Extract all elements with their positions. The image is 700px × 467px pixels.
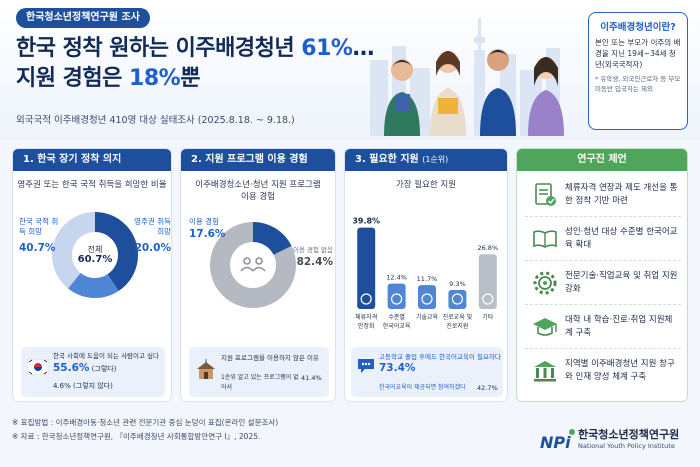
bar-icon	[482, 293, 494, 305]
unused-label: 이용 경험 없음 82.4%	[292, 246, 333, 268]
bar-category-label: 수준별	[388, 313, 405, 321]
bar-category-label: 진로교육 및	[443, 313, 473, 321]
bar-2	[418, 285, 436, 309]
subtitle: 외국국적 이주배경청년 410명 대상 실태조사 (2025.8.18. ~ 9…	[16, 115, 295, 126]
definition-body: 본인 또는 부모가 이주의 배경을 지닌 19세~34세 청년(외국국적자)	[595, 38, 681, 69]
donut-citizenship-slice	[52, 212, 138, 298]
card3-title: 3. 필요한 지원 (1순위)	[345, 149, 507, 171]
card1-title: 1. 한국 장기 정착 의지	[13, 149, 171, 171]
svg-text:NPi: NPi	[540, 433, 571, 452]
card1-info-title: 한국 사회에 도움이 되는 사람이고 싶다	[53, 352, 160, 360]
footer-notes: ※ 표집방법 : 이주배경아동·청소년 관련 전문기관 중심 눈덩이 표집(온라…	[12, 418, 279, 441]
definition-title: 이주배경청년이란?	[600, 22, 676, 33]
bar-value-label: 11.7%	[417, 275, 438, 283]
bar-category-label: 기술교육	[416, 313, 439, 321]
permanent-residency-label: 영주권 취득 희망 20.0%	[134, 217, 171, 254]
card1-info-value1: 55.6% (그렇다)	[53, 362, 117, 374]
bar-4	[478, 254, 497, 309]
bar-value-label: 9.3%	[449, 280, 466, 288]
gear-icon	[533, 271, 557, 295]
used-label: 이용 경험 17.6%	[189, 217, 226, 240]
building-icon	[534, 361, 556, 382]
card1-center: 전체 60.7%	[77, 245, 113, 265]
institute-logo: NPi 한국청소년정책연구원 National Youth Policy Ins…	[540, 424, 690, 458]
card3-subtitle: 가장 필요한 지원	[395, 180, 457, 190]
bar-0	[357, 227, 376, 309]
card-recommendations: 연구진 제언 체류자격 연장과 제도 개선을 통한 정착 기반 마련 성인·청년…	[516, 148, 688, 402]
document-check-icon	[535, 183, 556, 206]
card3-info-sub: 한국어교육이 제공되면 참여하겠다	[379, 384, 466, 391]
bar-category-label: 기타	[482, 313, 494, 321]
card3-info-title: 고등학교 졸업 후에도 한국어교육이 필요하다	[379, 353, 501, 361]
donut-used-slice	[210, 222, 296, 308]
bar-value-label: 39.8%	[352, 217, 380, 226]
bar-category-label: 진로지원	[446, 322, 468, 330]
program-donut-chart	[210, 222, 296, 308]
card2-info-box: 지원 프로그램을 이용하지 않은 이유 1순위 알고 있는 프로그램이 없어서 …	[189, 347, 329, 397]
bar-icon	[390, 293, 403, 305]
bar-value-label: 12.4%	[386, 274, 407, 282]
bar-icon	[451, 293, 464, 305]
recommendation-item: 대학 내 학습·진로·취업 지원체계 구축	[525, 307, 681, 349]
bar-icon	[421, 293, 433, 305]
bar-value-label: 26.8%	[477, 244, 498, 252]
bar-category-label: 체류자격	[355, 313, 377, 321]
chat-bubble-icon	[358, 359, 374, 373]
bar-icon	[360, 293, 372, 305]
headline: 한국 정착 원하는 이주배경청년 61%… 지원 경험은 18%뿐	[16, 36, 374, 91]
open-book-icon	[533, 230, 557, 248]
donut-permanent-slice	[52, 212, 138, 298]
recommendation-item: 체류자격 연장과 제도 개선을 통한 정착 기반 마련	[525, 175, 681, 217]
korea-flag-icon	[27, 359, 49, 375]
young-people-illustration	[370, 18, 564, 136]
card2-info-value: 41.4%	[301, 374, 322, 382]
card2-info-reason: 1순위 알고 있는 프로그램이 없어서	[221, 374, 299, 391]
card3-info-value: 73.4%	[379, 362, 416, 374]
bar-category-label: 한국어교육	[383, 322, 411, 330]
bar-category-label: 안정화	[358, 322, 375, 330]
card-settlement-intent: 1. 한국 장기 정착 의지 영주권 또는 한국 국적 취득을 희망한 비율 전…	[12, 148, 172, 402]
card1-info-box: 한국 사회에 도움이 되는 사람이고 싶다 55.6% (그렇다) 4.6% (…	[21, 347, 165, 397]
graduation-cap-icon	[533, 318, 557, 336]
recommendation-item: 지역별 이주배경청년 지원 창구와 인재 양성 체계 구축	[525, 351, 681, 393]
card-needed-support: 3. 필요한 지원 (1순위) 가장 필요한 지원 39.8% 체류자격 안정화 12…	[344, 148, 508, 402]
card1-subtitle: 영주권 또는 한국 국적 취득을 희망한 비율	[17, 180, 167, 190]
definition-box: 이주배경청년이란? 본인 또는 부모가 이주의 배경을 지닌 19세~34세 청…	[588, 12, 688, 130]
people-group-icon	[240, 257, 266, 272]
card-program-experience: 2. 지원 프로그램 이용 경험 이주배경청소년·청년 지원 프로그램 이용 경…	[180, 148, 336, 402]
school-icon	[197, 359, 215, 379]
bar-1	[387, 283, 406, 309]
settlement-donut-chart	[52, 212, 138, 298]
header-area: 한국청소년정책연구원 조사 한국 정착 원하는 이주배경청년 61%… 지원 경…	[0, 0, 700, 140]
card1-info-value2: 4.6% (그렇지 않다)	[53, 382, 113, 390]
card2-subtitle: 이주배경청소년·청년 지원 프로그램 이용 경험	[195, 180, 321, 202]
card2-title: 2. 지원 프로그램 이용 경험	[181, 149, 335, 171]
card3-info-box: 고등학교 졸업 후에도 한국어교육이 필요하다 73.4% 한국어교육이 제공되…	[351, 347, 503, 397]
card4-title: 연구진 제언	[517, 149, 687, 171]
definition-note: * 유학생, 외국인근로자 등 부모 미동반 입국자는 제외	[595, 75, 681, 93]
source-tag: 한국청소년정책연구원 조사	[16, 8, 150, 28]
bar-3	[448, 289, 467, 309]
recommendation-item: 전문기술·직업교육 및 취업 지원 강화	[525, 263, 681, 305]
recommendation-item: 성인·청년 대상 수준별 한국어교육 확대	[525, 219, 681, 261]
citizenship-label: 한국 국적 취득 희망 40.7%	[19, 217, 59, 254]
npi-logo-mark: NPi	[540, 429, 575, 452]
card3-info-sub-value: 42.7%	[477, 384, 498, 392]
card2-info-title: 지원 프로그램을 이용하지 않은 이유	[221, 354, 319, 362]
